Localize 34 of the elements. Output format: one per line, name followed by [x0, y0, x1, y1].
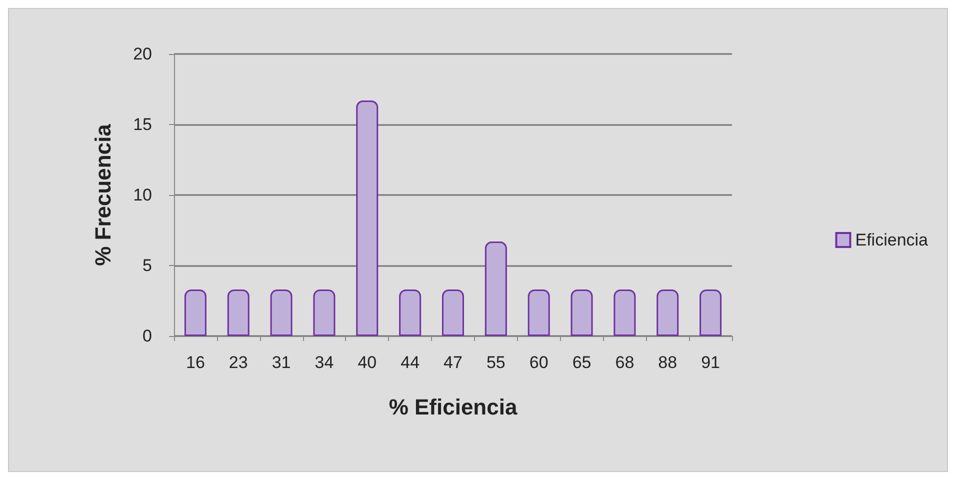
- bar: [656, 289, 679, 336]
- x-tick-label: 55: [486, 353, 506, 372]
- y-tick-label: 5: [142, 256, 152, 275]
- x-tick-label: 16: [186, 353, 205, 372]
- bar: [700, 289, 722, 336]
- bar: [570, 289, 593, 336]
- x-tick-label: 88: [658, 353, 678, 372]
- bar: [270, 289, 292, 336]
- bar: [184, 289, 206, 336]
- y-axis-title: % Frecuencia: [90, 123, 116, 266]
- bar: [528, 289, 550, 336]
- x-tick-label: 40: [358, 353, 377, 372]
- y-tick-label: 0: [142, 326, 152, 346]
- x-tick-label: 91: [701, 353, 720, 372]
- x-tick-label: 34: [314, 353, 334, 372]
- x-tick-label: 65: [572, 353, 592, 372]
- x-tick-label: 60: [529, 353, 548, 372]
- bar: [356, 100, 378, 336]
- bar: [484, 242, 507, 336]
- bar: [313, 289, 336, 336]
- bar: [399, 289, 422, 336]
- y-tick-label: 20: [133, 44, 152, 64]
- x-tick-label: 23: [228, 353, 248, 372]
- legend-label: Eficiencia: [855, 230, 929, 250]
- x-tick-label: 47: [444, 353, 462, 372]
- bar: [614, 289, 636, 336]
- x-tick-label: 68: [615, 353, 634, 372]
- x-tick-label: 31: [272, 353, 291, 372]
- x-tick-label: 44: [400, 353, 420, 372]
- bar: [227, 289, 250, 336]
- y-tick-label: 15: [133, 115, 152, 134]
- bar: [442, 289, 464, 336]
- y-tick-label: 10: [133, 186, 152, 204]
- x-axis-title: % Eficiencia: [388, 394, 518, 420]
